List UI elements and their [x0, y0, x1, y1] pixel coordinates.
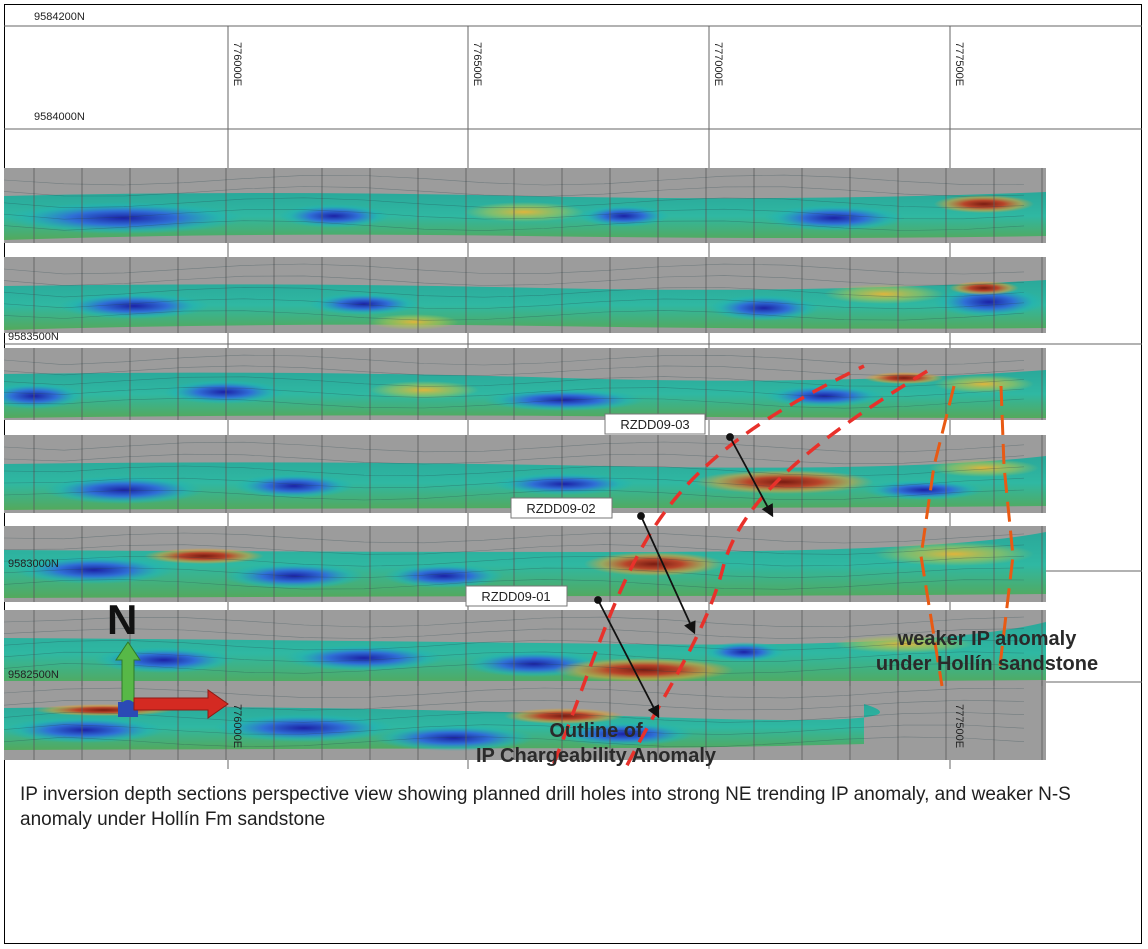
easting-label: 777000E	[712, 42, 724, 86]
section-gridlines	[4, 257, 1043, 333]
north-arrow-label: N	[107, 596, 137, 643]
drill-hole-label-2: RZDD09-02	[526, 501, 595, 516]
depth-section-3	[4, 348, 1046, 420]
drill-hole-label-3: RZDD09-03	[620, 417, 689, 432]
depth-sections	[4, 168, 1046, 760]
ns-anomaly-outline	[919, 385, 1015, 687]
northing-label: 9583000N	[8, 558, 59, 570]
drill-hole-callout-1: RZDD09-01	[465, 585, 568, 607]
drill-hole-callouts: RZDD09-03 RZDD09-02 RZDD09-01	[465, 413, 706, 607]
ne-anomaly-outline	[549, 364, 930, 769]
depth-section-2	[4, 257, 1046, 333]
section-gridlines	[4, 526, 1043, 602]
ne-anomaly-text-line-1: Outline of	[549, 720, 643, 742]
figure-caption: IP inversion depth sections perspective …	[20, 784, 1071, 830]
ne-anomaly-annotation: Outline of IP Chargeability Anomaly	[476, 720, 717, 767]
section-gridlines	[4, 348, 1043, 420]
north-arrow: N	[107, 596, 229, 719]
easting-label: 776000E	[231, 42, 243, 86]
northing-label: 9582500N	[8, 669, 59, 681]
ns-anomaly-text-line-1: weaker IP anomaly	[897, 628, 1078, 650]
section-gridlines	[4, 168, 1043, 243]
easting-labels-bottom: 776000E 777500E	[231, 704, 965, 748]
ns-anomaly-annotation: weaker IP anomaly under Hollín sandstone	[876, 628, 1098, 675]
section-gridlines	[4, 681, 1043, 760]
section-gridlines	[4, 610, 1043, 686]
northing-label: 9584200N	[34, 11, 85, 23]
easting-label: 777500E	[953, 42, 965, 86]
northing-label: 9583500N	[8, 331, 59, 343]
easting-label: 777500E	[953, 704, 965, 748]
easting-label: 776000E	[231, 704, 243, 748]
northing-labels: 9584200N 9584000N 9583500N 9583000N 9582…	[8, 11, 85, 681]
drill-hole-callout-3: RZDD09-03	[604, 413, 706, 435]
ip-section-map: RZDD09-03 RZDD09-02 RZDD09-01 9584200N 9…	[4, 11, 1142, 769]
easting-label: 776500E	[471, 42, 483, 86]
section-gridlines	[4, 435, 1043, 513]
northing-label: 9584000N	[34, 111, 85, 123]
ne-anomaly-text-line-2: IP Chargeability Anomaly	[476, 745, 717, 767]
drill-hole-callout-2: RZDD09-02	[510, 497, 613, 519]
drill-hole-paths	[594, 433, 774, 719]
ns-anomaly-text-line-2: under Hollín sandstone	[876, 653, 1098, 675]
drill-hole-label-1: RZDD09-01	[481, 589, 550, 604]
easting-labels-top: 776000E 776500E 777000E 777500E	[231, 42, 965, 86]
